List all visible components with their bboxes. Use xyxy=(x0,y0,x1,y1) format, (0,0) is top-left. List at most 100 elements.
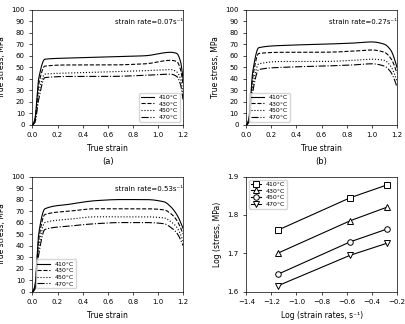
470°C xyxy=(181,244,185,248)
430°C xyxy=(157,60,162,64)
Line: 430°C: 430°C xyxy=(275,204,390,256)
470°C xyxy=(244,123,249,127)
430°C xyxy=(394,71,399,75)
430°C xyxy=(384,205,389,209)
430°C xyxy=(333,50,338,54)
450°C xyxy=(244,123,249,127)
470°C xyxy=(118,221,123,225)
410°C xyxy=(244,122,249,126)
410°C xyxy=(120,198,125,202)
470°C xyxy=(122,74,127,78)
430°C xyxy=(167,211,172,214)
470°C xyxy=(119,74,124,78)
410°C xyxy=(30,123,35,127)
Line: 450°C: 450°C xyxy=(246,59,397,125)
470°C xyxy=(394,85,399,89)
430°C xyxy=(123,207,128,211)
450°C xyxy=(93,215,98,219)
470°C xyxy=(30,290,35,294)
430°C xyxy=(381,50,386,54)
430°C xyxy=(181,232,185,236)
410°C xyxy=(381,42,386,46)
450°C xyxy=(167,219,172,223)
430°C xyxy=(122,63,127,67)
470°C xyxy=(384,241,389,245)
450°C xyxy=(181,92,185,96)
Line: 430°C: 430°C xyxy=(32,209,183,292)
450°C xyxy=(369,57,374,61)
470°C xyxy=(333,64,338,68)
Legend: 410°C, 430°C, 450°C, 470°C: 410°C, 430°C, 450°C, 470°C xyxy=(249,180,287,209)
Line: 410°C: 410°C xyxy=(275,182,390,233)
470°C xyxy=(348,253,353,257)
410°C xyxy=(333,42,338,46)
410°C xyxy=(123,198,128,202)
410°C xyxy=(167,203,172,207)
410°C xyxy=(336,42,341,46)
430°C xyxy=(120,207,125,211)
450°C xyxy=(119,70,124,74)
410°C xyxy=(30,289,35,293)
430°C xyxy=(119,63,124,67)
470°C xyxy=(123,221,128,225)
450°C xyxy=(30,290,35,294)
470°C xyxy=(371,62,376,66)
410°C xyxy=(166,50,171,54)
430°C xyxy=(119,63,124,67)
470°C xyxy=(244,123,249,127)
Line: 450°C: 450°C xyxy=(32,217,183,292)
Y-axis label: True stress, MPa: True stress, MPa xyxy=(0,203,6,265)
X-axis label: Log (strain rates, s⁻¹): Log (strain rates, s⁻¹) xyxy=(281,311,362,320)
410°C xyxy=(118,198,123,202)
X-axis label: True strain: True strain xyxy=(301,144,342,153)
410°C xyxy=(244,123,249,127)
430°C xyxy=(166,58,171,62)
470°C xyxy=(275,284,280,288)
410°C xyxy=(394,65,399,69)
410°C xyxy=(119,55,124,59)
Line: 470°C: 470°C xyxy=(275,240,390,289)
450°C xyxy=(275,272,280,276)
X-axis label: True strain: True strain xyxy=(87,311,128,320)
430°C xyxy=(371,48,376,52)
430°C xyxy=(181,83,185,87)
470°C xyxy=(30,123,35,127)
430°C xyxy=(369,48,374,52)
450°C xyxy=(30,123,35,127)
Line: 430°C: 430°C xyxy=(246,50,397,125)
450°C xyxy=(30,289,35,293)
410°C xyxy=(168,50,173,54)
450°C xyxy=(381,58,386,62)
430°C xyxy=(336,50,341,54)
450°C xyxy=(122,69,127,73)
450°C xyxy=(181,239,185,243)
430°C xyxy=(348,219,353,223)
Line: 470°C: 470°C xyxy=(246,64,397,125)
Text: strain rate=0.07s⁻¹: strain rate=0.07s⁻¹ xyxy=(115,19,183,25)
410°C xyxy=(181,77,185,81)
Y-axis label: True stress, MPa: True stress, MPa xyxy=(0,36,6,98)
470°C xyxy=(381,64,386,68)
Line: 410°C: 410°C xyxy=(32,200,183,292)
Legend: 410°C, 430°C, 450°C, 470°C: 410°C, 430°C, 450°C, 470°C xyxy=(249,93,290,122)
430°C xyxy=(93,207,98,211)
Line: 430°C: 430°C xyxy=(32,60,183,125)
470°C xyxy=(119,74,124,78)
410°C xyxy=(157,52,162,55)
450°C xyxy=(336,59,341,63)
450°C xyxy=(168,68,173,72)
450°C xyxy=(384,227,389,231)
470°C xyxy=(158,221,162,225)
Line: 470°C: 470°C xyxy=(32,223,183,292)
410°C xyxy=(122,54,127,58)
450°C xyxy=(333,59,338,63)
430°C xyxy=(30,289,35,293)
430°C xyxy=(30,122,35,126)
410°C xyxy=(384,183,389,187)
450°C xyxy=(30,123,35,127)
450°C xyxy=(166,68,171,72)
450°C xyxy=(120,215,125,219)
430°C xyxy=(244,122,249,126)
410°C xyxy=(158,199,162,203)
Y-axis label: True stress, MPa: True stress, MPa xyxy=(211,36,220,98)
